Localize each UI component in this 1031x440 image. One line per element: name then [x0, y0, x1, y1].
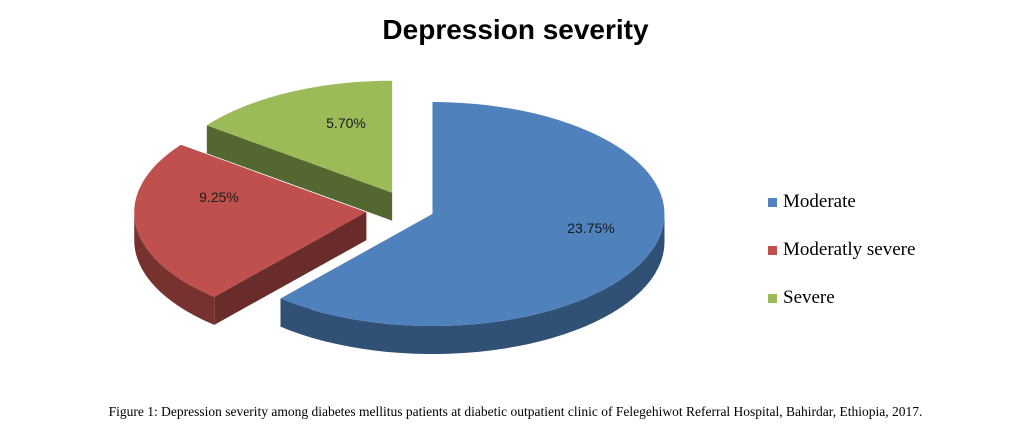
legend-item-moderatly-severe: Moderatly severe: [768, 226, 915, 274]
legend-swatch: [768, 197, 777, 207]
slice-outer-wall: [280, 214, 665, 355]
data-label: 9.25%: [199, 189, 239, 205]
slice-side-face: [206, 125, 393, 221]
slice-top-face: [206, 80, 393, 193]
legend-swatch: [768, 293, 777, 303]
legend-label: Moderatly severe: [783, 239, 916, 260]
figure-caption: Figure 1: Depression severity among diab…: [108, 404, 923, 419]
pie-slice-moderate: [280, 102, 665, 355]
chart-title: Depression severity: [382, 14, 649, 45]
slice-top-face: [280, 102, 665, 327]
pie-slice-moderatly-severe: [134, 144, 367, 325]
legend-item-moderate: Moderate: [768, 178, 915, 226]
slice-top-face: [134, 144, 367, 297]
data-label: 23.75%: [567, 220, 614, 236]
chart-legend: Moderate Moderatly severe Severe: [768, 178, 915, 322]
legend-label: Moderate: [783, 191, 856, 212]
legend-swatch: [768, 245, 777, 255]
slice-outer-wall: [134, 212, 215, 325]
data-label: 5.70%: [326, 115, 366, 131]
slice-side-face: [214, 212, 367, 325]
legend-item-severe: Severe: [768, 274, 915, 322]
pie-slice-severe: [206, 80, 393, 221]
legend-label: Severe: [783, 287, 835, 308]
